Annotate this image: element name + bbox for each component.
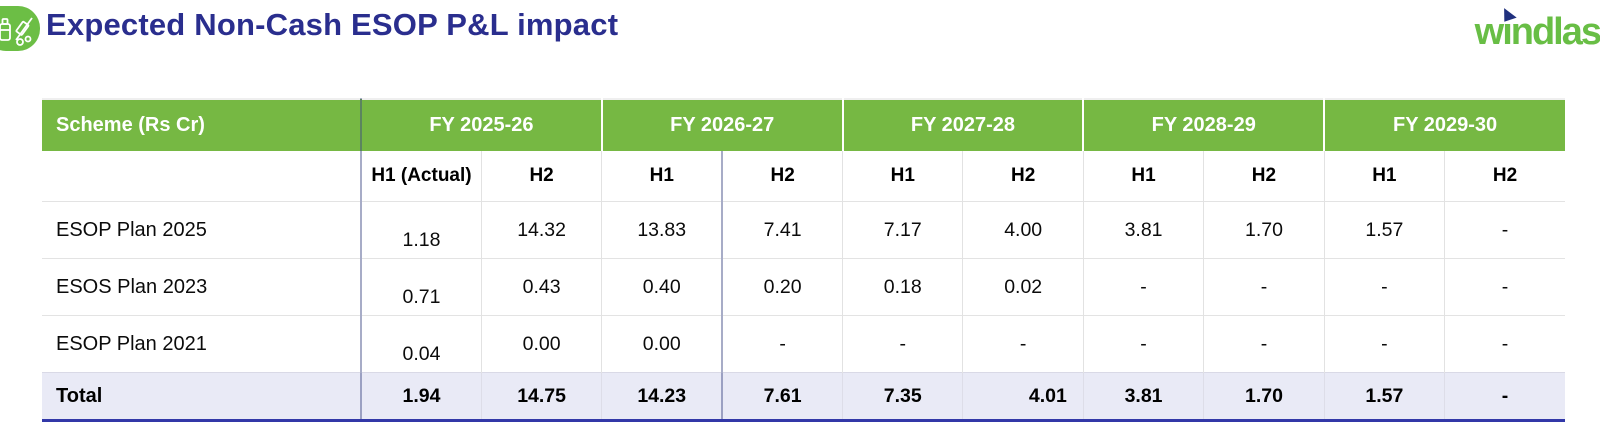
value-cell: - [1203,258,1325,316]
pharma-icon [0,6,40,51]
row-label: ESOP Plan 2021 [42,315,362,373]
value-cell: - [1444,315,1565,373]
total-value-cell: 1.70 [1203,372,1325,421]
value-cell: 14.32 [480,201,602,259]
table-subheader-row: H1 (Actual) H2 H1 H2 H1 H2 H1 H2 H1 H2 [42,151,1565,202]
value-cell: - [721,315,843,373]
fy-header-2028-29: FY 2028-29 [1082,99,1325,151]
subheader-h2: H2 [721,151,843,202]
value-cell: - [1323,315,1445,373]
logo-part-w: w [1474,11,1505,53]
value-cell: - [1082,258,1204,316]
value-cell: 0.00 [601,315,723,373]
value-cell: 13.83 [601,201,723,259]
total-value-cell: 1.94 [360,372,482,421]
total-value-cell: 14.23 [601,372,723,421]
fy-header-2025-26: FY 2025-26 [360,99,602,151]
value-cell: 7.41 [721,201,843,259]
row-label: ESOS Plan 2023 [42,258,362,316]
value-cell: - [1082,315,1204,373]
value-cell: - [842,315,963,373]
value-cell: 4.00 [962,201,1084,259]
fy-header-2029-30: FY 2029-30 [1323,99,1565,151]
total-value-cell: 14.75 [480,372,602,421]
total-value-cell: 1.57 [1323,372,1445,421]
total-value-cell: - [1444,372,1565,421]
table-header-row: Scheme (Rs Cr) FY 2025-26 FY 2026-27 FY … [42,99,1565,151]
subheader-h1: H1 [601,151,723,202]
value-cell: 3.81 [1082,201,1204,259]
total-value-cell: 4.01 [962,372,1084,421]
total-value-cell: 7.35 [842,372,963,421]
total-label: Total [42,372,362,421]
value-cell: - [1203,315,1325,373]
logo-part-rest: ndlas [1510,11,1600,53]
value-cell: 1.57 [1323,201,1445,259]
total-value-cell: 3.81 [1082,372,1204,421]
value-cell: 0.40 [601,258,723,316]
value-cell: - [1323,258,1445,316]
fy-header-2027-28: FY 2027-28 [841,99,1084,151]
value-cell: 0.00 [480,315,602,373]
windlas-logo: wı ndlas [1474,5,1600,53]
table-row-esop-2021: ESOP Plan 2021 0.04 0.00 0.00 - - - - - … [42,315,1565,373]
subheader-h2: H2 [1444,151,1565,202]
value-cell: 0.04 [360,315,482,373]
value-cell: 0.71 [360,258,482,316]
fy-header-2026-27: FY 2026-27 [600,99,843,151]
scheme-header-cell: Scheme (Rs Cr) [42,99,362,151]
subheader-h1: H1 [1323,151,1445,202]
value-cell: 0.43 [480,258,602,316]
subheader-h1: H1 [1082,151,1204,202]
value-cell: 1.18 [360,201,482,259]
subheader-h1: H1 [842,151,963,202]
value-cell: 0.20 [721,258,843,316]
scheme-subheader-spacer [42,151,362,202]
value-cell: 7.17 [842,201,963,259]
subheader-h2: H2 [962,151,1084,202]
total-value-cell: 7.61 [721,372,843,421]
esop-impact-table: Scheme (Rs Cr) FY 2025-26 FY 2026-27 FY … [42,98,1565,422]
table-row-esos-2023: ESOS Plan 2023 0.71 0.43 0.40 0.20 0.18 … [42,258,1565,316]
row-label: ESOP Plan 2025 [42,201,362,259]
logo-part-i: ı [1500,5,1517,51]
value-cell: 0.18 [842,258,963,316]
value-cell: - [962,315,1084,373]
subheader-h2: H2 [1203,151,1325,202]
table-row-total: Total 1.94 14.75 14.23 7.61 7.35 4.01 3.… [42,372,1565,421]
value-cell: 1.70 [1203,201,1325,259]
value-cell: - [1444,258,1565,316]
value-cell: - [1444,201,1565,259]
page-title: Expected Non-Cash ESOP P&L impact [46,7,619,42]
table-row-esop-2025: ESOP Plan 2025 1.18 14.32 13.83 7.41 7.1… [42,201,1565,259]
value-cell: 0.02 [962,258,1084,316]
subheader-h2: H2 [480,151,602,202]
subheader-h1-actual: H1 (Actual) [360,151,482,202]
